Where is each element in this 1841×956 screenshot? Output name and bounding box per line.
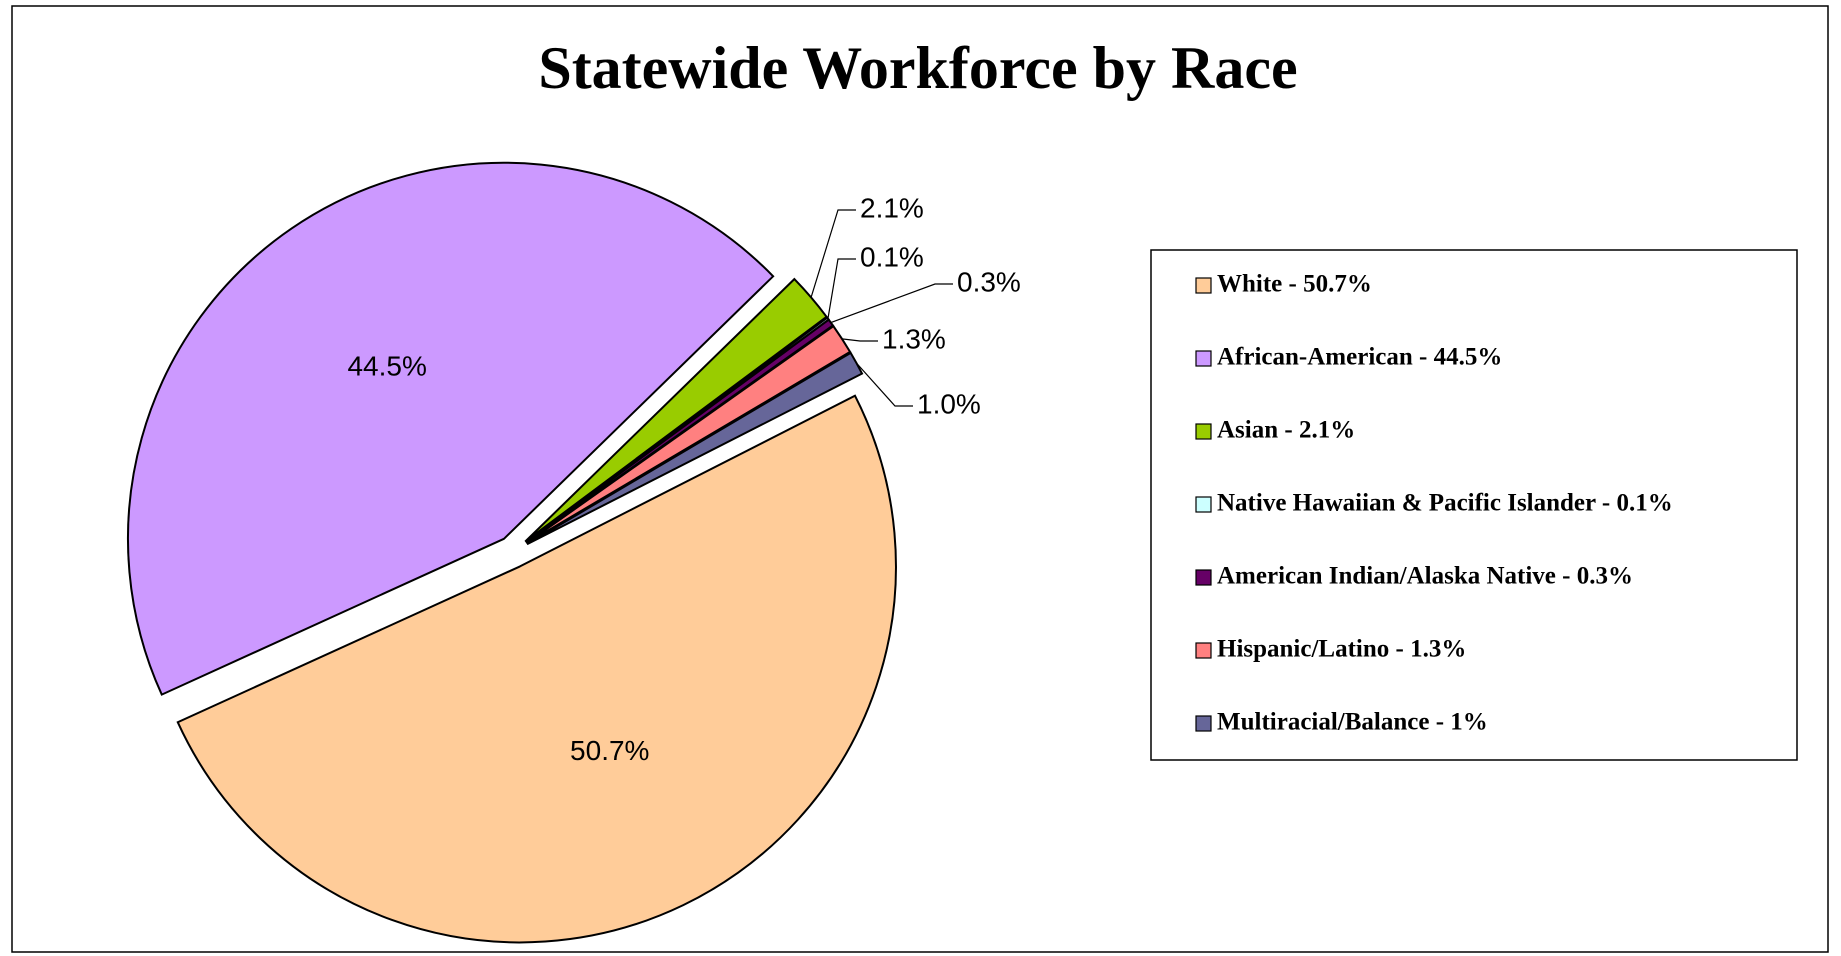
legend-swatch (1195, 496, 1212, 513)
leader-line (856, 362, 913, 407)
pie-slice (126, 161, 775, 696)
leader-line (810, 209, 856, 298)
pie-slice (524, 277, 828, 543)
legend-label: Asian - 2.1% (1217, 417, 1355, 444)
data-label: 0.3% (957, 266, 1021, 297)
leader-line (827, 258, 856, 319)
legend-box (1150, 249, 1798, 761)
data-label: 1.0% (917, 388, 981, 419)
legend-swatch (1195, 715, 1212, 732)
data-label: 0.1% (860, 241, 924, 272)
data-label: 44.5% (347, 351, 426, 382)
legend-label: African-American - 44.5% (1217, 344, 1502, 371)
data-label: 2.1% (860, 192, 924, 223)
legend-label: American Indian/Alaska Native - 0.3% (1217, 563, 1633, 590)
legend-swatch (1195, 277, 1212, 294)
legend-swatch (1195, 569, 1212, 586)
legend-label: Native Hawaiian & Pacific Islander - 0.1… (1217, 490, 1673, 517)
legend-label: White - 50.7% (1217, 271, 1372, 298)
legend-swatch (1195, 423, 1212, 440)
leader-line (830, 283, 953, 324)
legend-label: Hispanic/Latino - 1.3% (1217, 636, 1466, 663)
chart-title: Statewide Workforce by Race (538, 35, 1297, 101)
legend-label: Multiracial/Balance - 1% (1217, 709, 1488, 736)
pie-slice (526, 351, 864, 546)
pie-slice (176, 394, 897, 944)
data-label: 1.3% (882, 323, 946, 354)
pie-slice (525, 324, 852, 545)
legend-swatch (1195, 350, 1212, 367)
leader-line (841, 338, 878, 342)
data-label: 50.7% (570, 735, 649, 766)
legend-swatch (1195, 642, 1212, 659)
